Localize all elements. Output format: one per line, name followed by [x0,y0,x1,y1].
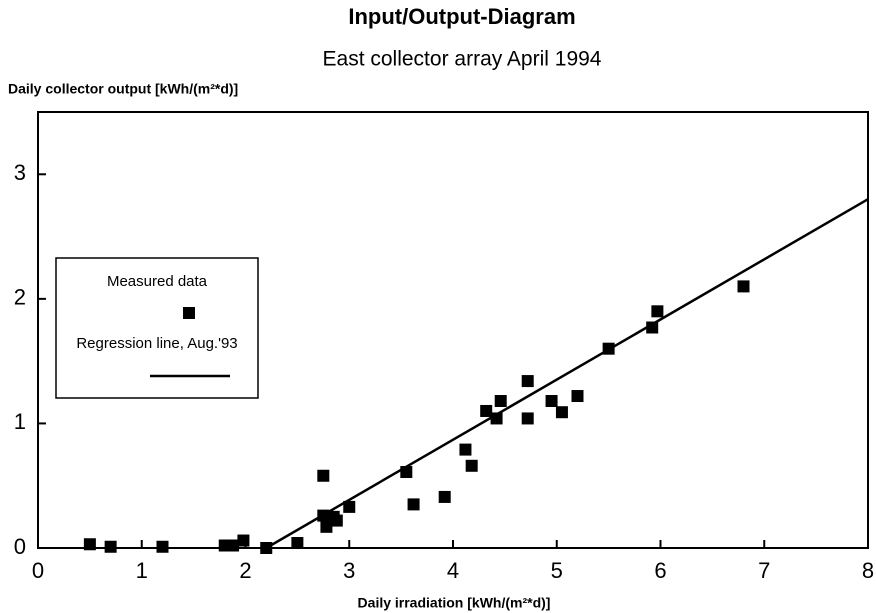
data-point [438,490,451,503]
y-tick-label: 2 [14,285,26,310]
x-tick-label: 2 [239,558,251,583]
x-tick-label: 8 [862,558,874,583]
data-point [651,305,664,318]
chart-title: Input/Output-Diagram [348,4,575,29]
data-point [480,404,493,417]
y-tick-label: 3 [14,160,26,185]
data-point [227,539,240,552]
data-point [320,520,333,533]
legend-box [55,257,259,399]
x-tick-label: 3 [343,558,355,583]
data-point [156,540,169,553]
data-point [459,443,472,456]
data-point [83,538,96,551]
data-point [737,280,750,293]
data-point [521,412,534,425]
x-tick-label: 5 [551,558,563,583]
data-point [407,498,420,511]
x-tick-label: 6 [654,558,666,583]
data-point [545,395,558,408]
x-tick-label: 1 [136,558,148,583]
x-tick-label: 0 [32,558,44,583]
y-tick-label: 1 [14,409,26,434]
data-point [104,540,117,553]
y-axis-label: Daily collector output [kWh/(m²*d)] [8,81,238,97]
data-point [571,390,584,403]
y-tick-label: 0 [14,534,26,559]
data-point [343,500,356,513]
data-point [494,395,507,408]
data-point [237,534,250,547]
x-tick-label: 7 [758,558,770,583]
data-point [330,514,343,527]
x-tick-label: 4 [447,558,459,583]
legend-label: Measured data [107,273,208,290]
legend-label: Regression line, Aug.'93 [76,335,237,352]
data-point [555,406,568,419]
data-point [521,375,534,388]
data-point [465,459,478,472]
data-point [291,537,304,550]
data-point [646,321,659,334]
regression-line [265,198,869,550]
data-point [317,469,330,482]
chart-subtitle: East collector array April 1994 [323,48,602,71]
x-axis-label: Daily irradiation [kWh/(m²*d)] [358,595,551,611]
legend-marker [183,307,195,319]
